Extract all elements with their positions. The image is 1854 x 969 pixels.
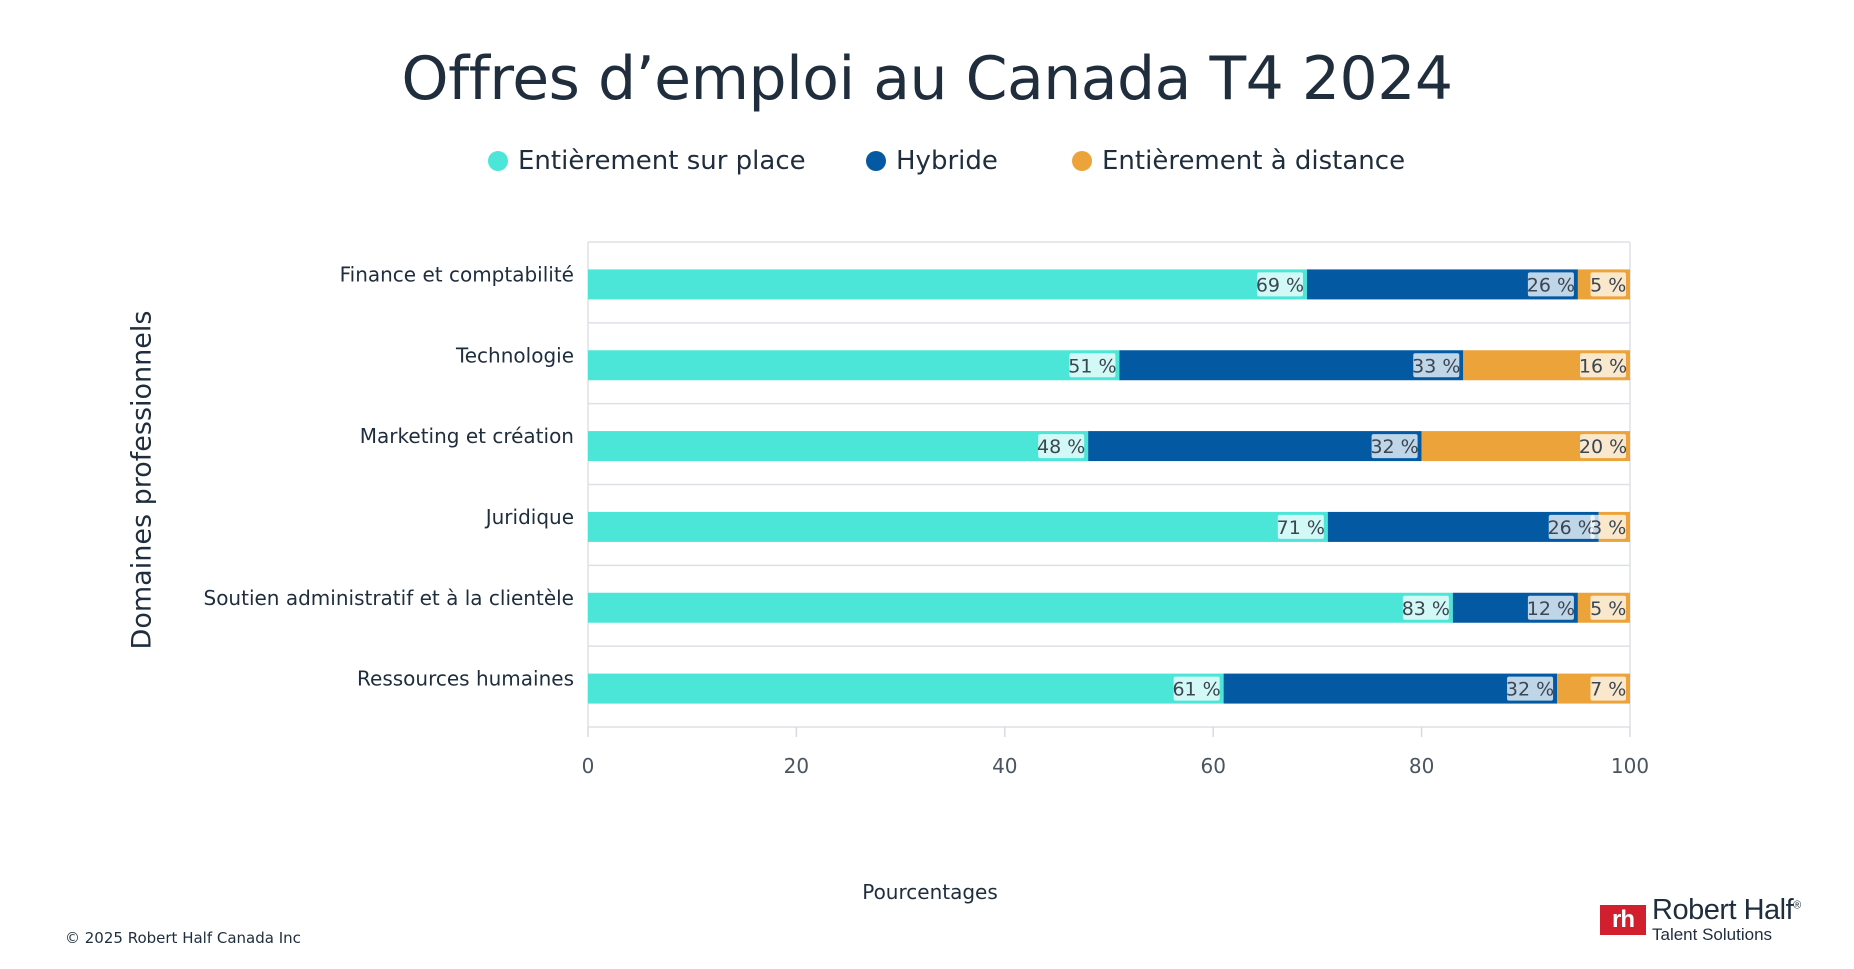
data-label-bg xyxy=(1402,595,1449,620)
rh-logo-icon: rh xyxy=(1600,904,1646,935)
data-label-bg xyxy=(1507,676,1554,701)
bar-segment xyxy=(588,592,1453,623)
legend-swatch-icon xyxy=(1072,151,1092,171)
bar-segment xyxy=(588,511,1328,542)
data-label-bg xyxy=(1173,676,1220,701)
data-label: 83 % xyxy=(1402,598,1450,620)
chart-title: Offres d’emploi au Canada T4 2024 xyxy=(401,44,1453,114)
data-label-bg xyxy=(1590,272,1626,297)
x-axis-title: Pourcentages xyxy=(862,880,998,904)
data-label-bg xyxy=(1590,514,1626,539)
data-label-bg xyxy=(1527,272,1574,297)
data-label: 48 % xyxy=(1037,436,1085,458)
logo-name: Robert Half® xyxy=(1652,896,1801,925)
data-label-bg xyxy=(1069,353,1116,378)
data-label-bg xyxy=(1590,676,1626,701)
copyright-notice: © 2025 Robert Half Canada Inc xyxy=(65,929,301,947)
legend-label: Entièrement à distance xyxy=(1102,146,1406,176)
data-label: 16 % xyxy=(1579,355,1627,377)
data-label: 32 % xyxy=(1506,679,1554,701)
category-label: Ressources humaines xyxy=(357,667,574,691)
legend-label: Hybride xyxy=(896,146,998,176)
data-label: 5 % xyxy=(1590,274,1626,296)
x-tick-label: 0 xyxy=(582,754,595,778)
x-tick-label: 80 xyxy=(1409,754,1434,778)
x-tick-label: 20 xyxy=(784,754,809,778)
logo-subtitle: Talent Solutions xyxy=(1652,925,1773,944)
legend-swatch-icon xyxy=(488,151,508,171)
data-label: 3 % xyxy=(1590,517,1626,539)
data-label-bg xyxy=(1371,434,1418,459)
data-label-bg xyxy=(1277,514,1324,539)
legend-item-distance: Entièrement à distance xyxy=(1072,146,1405,176)
x-tick-label: 100 xyxy=(1611,754,1649,778)
bar-segment xyxy=(588,673,1224,704)
bar-segment xyxy=(588,431,1089,462)
bar-segment xyxy=(588,269,1307,300)
category-label: Finance et comptabilité xyxy=(340,262,574,286)
x-tick-label: 40 xyxy=(992,754,1017,778)
data-label: 33 % xyxy=(1412,355,1460,377)
chart-legend: Entièrement sur place Hybride Entièremen… xyxy=(0,146,1854,182)
data-label-bg xyxy=(1413,353,1460,378)
data-label-bg xyxy=(1548,514,1595,539)
bar-segment xyxy=(588,350,1120,381)
category-label: Soutien administratif et à la clientèle xyxy=(204,586,575,610)
data-label: 12 % xyxy=(1527,598,1575,620)
registered-mark: ® xyxy=(1793,899,1801,912)
data-label: 5 % xyxy=(1590,598,1626,620)
data-label-bg xyxy=(1038,434,1085,459)
data-label: 61 % xyxy=(1172,679,1220,701)
bar-segment xyxy=(1088,431,1422,462)
legend-swatch-icon xyxy=(866,151,886,171)
legend-item-sur-place: Entièrement sur place xyxy=(488,146,806,176)
data-label: 26 % xyxy=(1527,274,1575,296)
data-label: 26 % xyxy=(1548,517,1596,539)
category-label: Technologie xyxy=(455,343,574,367)
category-label: Juridique xyxy=(484,505,574,529)
bar-segment xyxy=(1223,673,1558,704)
legend-label: Entièrement sur place xyxy=(518,146,806,176)
data-label: 71 % xyxy=(1277,517,1325,539)
legend-item-hybride: Hybride xyxy=(866,146,998,176)
data-label-bg xyxy=(1256,272,1303,297)
data-label-bg xyxy=(1580,353,1626,378)
bar-segment xyxy=(1119,350,1464,381)
x-tick-label: 60 xyxy=(1200,754,1225,778)
data-label: 51 % xyxy=(1068,355,1116,377)
data-label-bg xyxy=(1527,595,1574,620)
data-label: 69 % xyxy=(1256,274,1304,296)
data-label: 32 % xyxy=(1370,436,1418,458)
data-label: 20 % xyxy=(1579,436,1627,458)
logo-name-text: Robert Half xyxy=(1652,894,1794,926)
data-label: 7 % xyxy=(1590,679,1626,701)
data-label-bg xyxy=(1590,595,1626,620)
category-label: Marketing et création xyxy=(360,424,574,448)
robert-half-logo: rh Robert Half® Talent Solutions xyxy=(1600,896,1801,943)
data-label-bg xyxy=(1580,434,1626,459)
